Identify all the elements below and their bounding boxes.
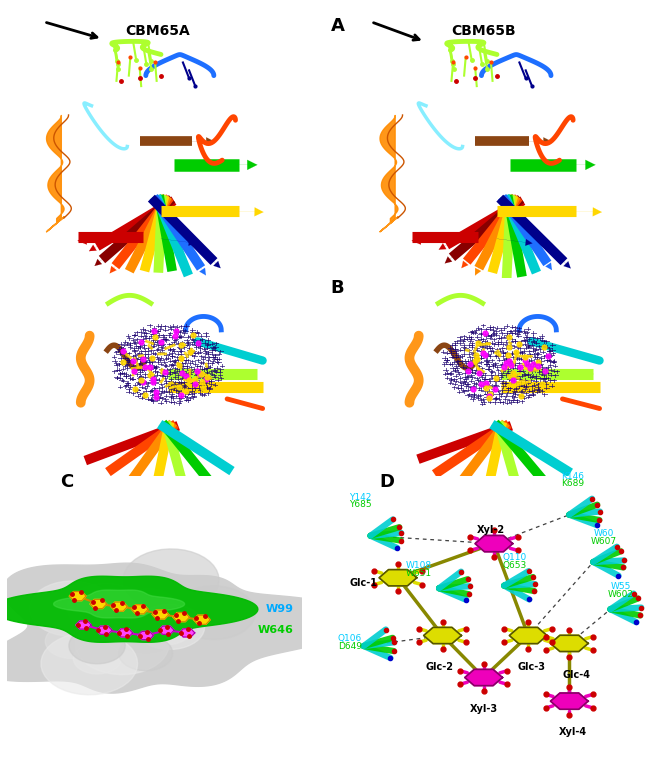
Text: W60: W60 xyxy=(593,530,614,538)
Polygon shape xyxy=(379,570,417,586)
Polygon shape xyxy=(97,626,112,635)
Text: Y142: Y142 xyxy=(349,492,372,501)
Text: K689: K689 xyxy=(561,479,585,489)
Text: Glc-2: Glc-2 xyxy=(425,662,453,672)
Text: Glc-1: Glc-1 xyxy=(349,578,378,587)
Text: K146: K146 xyxy=(561,472,584,481)
Polygon shape xyxy=(41,632,138,695)
Polygon shape xyxy=(194,615,210,624)
Polygon shape xyxy=(119,635,173,670)
Polygon shape xyxy=(75,614,169,674)
Text: W607: W607 xyxy=(591,537,617,546)
Polygon shape xyxy=(475,536,513,552)
Polygon shape xyxy=(122,589,177,624)
Polygon shape xyxy=(111,602,128,611)
Polygon shape xyxy=(0,563,355,693)
Polygon shape xyxy=(69,591,86,600)
Polygon shape xyxy=(137,609,194,645)
Polygon shape xyxy=(173,586,255,639)
Text: Glc-3: Glc-3 xyxy=(517,662,546,672)
Text: Xyl-4: Xyl-4 xyxy=(558,728,587,737)
Text: D649: D649 xyxy=(338,642,362,651)
Polygon shape xyxy=(138,632,153,639)
Polygon shape xyxy=(30,581,115,636)
Polygon shape xyxy=(67,583,145,633)
Text: W108: W108 xyxy=(405,561,431,570)
Polygon shape xyxy=(423,627,462,644)
Text: C: C xyxy=(60,473,74,492)
Polygon shape xyxy=(550,635,588,651)
Text: W646: W646 xyxy=(257,626,294,635)
Polygon shape xyxy=(73,643,122,674)
Text: D: D xyxy=(380,473,394,492)
Polygon shape xyxy=(124,549,219,611)
Polygon shape xyxy=(76,621,91,629)
Polygon shape xyxy=(0,576,258,642)
Polygon shape xyxy=(173,613,190,622)
Polygon shape xyxy=(550,693,588,709)
Polygon shape xyxy=(135,604,205,649)
Text: Xyl-3: Xyl-3 xyxy=(470,704,498,714)
Text: Q653: Q653 xyxy=(503,561,527,570)
Polygon shape xyxy=(179,629,195,637)
Polygon shape xyxy=(152,610,169,619)
Text: Y685: Y685 xyxy=(349,501,372,510)
Text: W99: W99 xyxy=(265,604,294,614)
Polygon shape xyxy=(69,627,125,664)
Text: Glc-4: Glc-4 xyxy=(562,670,590,680)
Text: Xyl-2: Xyl-2 xyxy=(476,525,505,535)
Polygon shape xyxy=(71,589,147,638)
Polygon shape xyxy=(118,629,132,637)
Text: CBM65B: CBM65B xyxy=(452,24,516,38)
Polygon shape xyxy=(132,605,148,614)
Text: Q110: Q110 xyxy=(503,553,527,562)
Polygon shape xyxy=(465,670,503,686)
Polygon shape xyxy=(509,627,547,644)
Text: CBM65A: CBM65A xyxy=(126,24,190,38)
Polygon shape xyxy=(54,590,185,618)
Polygon shape xyxy=(90,600,107,609)
Text: W651: W651 xyxy=(405,568,431,578)
Text: A: A xyxy=(331,17,344,35)
Text: W602: W602 xyxy=(607,590,634,599)
Polygon shape xyxy=(45,624,99,658)
Text: W55: W55 xyxy=(611,582,631,591)
Polygon shape xyxy=(159,626,174,635)
Text: Q106: Q106 xyxy=(338,635,362,643)
Text: B: B xyxy=(331,279,344,297)
Polygon shape xyxy=(112,609,180,653)
